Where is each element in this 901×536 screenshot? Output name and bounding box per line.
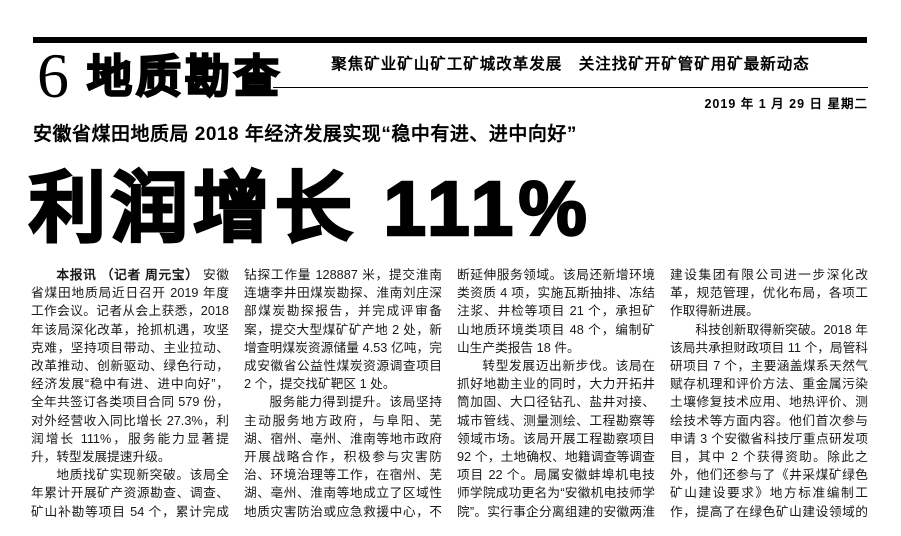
masthead-slogan: 聚焦矿业矿山矿工矿城改革发展 关注找矿开矿管矿用矿最新动态 (273, 52, 868, 88)
section-title: 地质勘查 (86, 50, 284, 103)
top-rule (33, 37, 867, 43)
paragraph-text: 安徽省煤田地质局近日召开 2019 年度工作会议。记者从会上获悉，2018 年该… (31, 268, 230, 465)
article-byline: 本报讯 （记者 周元宝） (56, 268, 203, 282)
article-paragraph: 科技创新取得新突破。2018 年该局共承担财政项目 11 个，局管科研项目 7 … (670, 322, 868, 519)
masthead-right: 聚焦矿业矿山矿工矿城改革发展 关注找矿开矿管矿用矿最新动态 2019 年 1 月… (273, 52, 868, 112)
masthead-left: 6 地质勘查 (37, 40, 284, 111)
article-paragraph: 地质找矿实现新突破。该局全年累计开展矿产资源勘查、调查、矿山补勘等项目 54 个… (31, 268, 442, 519)
article-headline: 利润增长 111% (28, 165, 592, 253)
article-paragraph: 转型发展迈出新步伐。该局在抓好地勘主业的同时，大力开拓井筒加固、大口径钻孔、盐井… (457, 268, 868, 519)
article-paragraph: 服务能力得到提升。该局坚持主动服务地方政府，与阜阳、芜湖、宿州、亳州、淮南等地市… (244, 268, 655, 519)
article-kicker: 安徽省煤田地质局 2018 年经济发展实现“稳中有进、进中向好” (33, 124, 577, 145)
publication-date: 2019 年 1 月 29 日 星期二 (704, 97, 868, 111)
article-body: 本报讯 （记者 周元宝） 安徽省煤田地质局近日召开 2019 年度工作会议。记者… (31, 266, 868, 534)
article-paragraph: 本报讯 （记者 周元宝） 安徽省煤田地质局近日召开 2019 年度工作会议。记者… (31, 266, 229, 466)
page-number: 6 (37, 40, 69, 111)
